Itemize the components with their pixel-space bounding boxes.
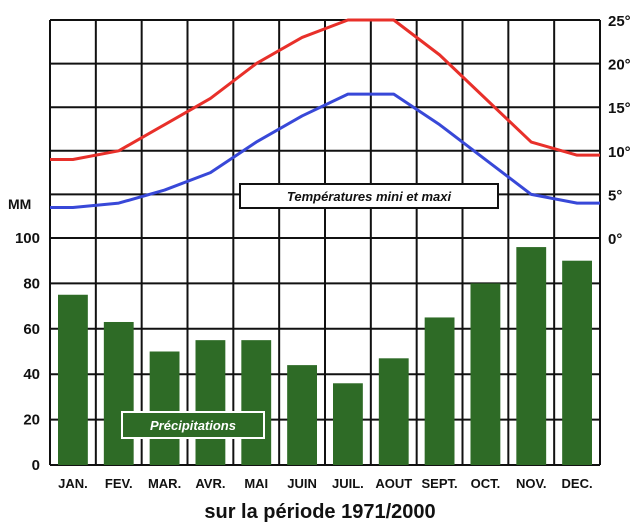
precipitation-axis: 0 20 40 60 80 100 — [15, 230, 40, 474]
temperature-tick-label: 10° — [608, 144, 631, 161]
month-label: SEPT. — [422, 476, 458, 491]
month-label: JAN. — [58, 476, 88, 491]
precipitation-bar-9 — [424, 317, 455, 465]
temperature-axis: 0° 5° 10° 15° 20° 25° — [608, 13, 631, 248]
precipitation-tick-label: 80 — [23, 275, 40, 292]
temperature-tick-label: 15° — [608, 100, 631, 117]
month-label: DEC. — [562, 476, 593, 491]
month-label: MAR. — [148, 476, 181, 491]
temperature-legend-box: Températures mini et maxi — [239, 183, 499, 209]
temperature-legend-label: Températures mini et maxi — [287, 189, 452, 204]
precipitation-tick-label: 100 — [15, 230, 40, 247]
precipitation-bar-11 — [516, 247, 547, 465]
temperature-lines — [50, 18, 600, 209]
precipitation-bar-3 — [149, 351, 180, 465]
precipitation-bar-5 — [241, 340, 272, 465]
chart-footer-period: sur la période 1971/2000 — [204, 501, 435, 523]
temperature-tick-label: 20° — [608, 57, 631, 74]
month-label: JUIL. — [332, 476, 364, 491]
month-label: FEV. — [105, 476, 133, 491]
precipitation-bars — [58, 247, 592, 465]
precipitation-bar-4 — [195, 340, 226, 465]
precipitation-tick-label: 20 — [23, 412, 40, 429]
temperature-max-line — [50, 18, 600, 162]
precipitation-bar-2 — [103, 321, 134, 465]
month-label: OCT. — [471, 476, 501, 491]
month-label: AOUT — [375, 476, 412, 491]
month-label: MAI — [244, 476, 268, 491]
precipitation-legend-box: Précipitations — [121, 411, 265, 439]
precipitation-bar-1 — [58, 294, 88, 465]
precipitation-tick-label: 60 — [23, 321, 40, 338]
precipitation-tick-label: 40 — [23, 366, 40, 383]
temperature-min-line — [50, 92, 600, 209]
precipitation-tick-label: 0 — [32, 457, 40, 474]
temperature-tick-label: 5° — [608, 187, 622, 204]
precipitation-bar-8 — [378, 358, 409, 465]
precipitation-unit-label: MM — [8, 196, 31, 212]
precipitation-bar-12 — [562, 260, 592, 465]
month-label: JUIN — [287, 476, 317, 491]
precipitation-bar-10 — [470, 283, 501, 465]
month-axis: JAN. FEV. MAR. AVR. MAI JUIN JUIL. AOUT SEPT. OCT… — [58, 476, 593, 491]
precipitation-bar-7 — [333, 383, 363, 465]
month-label: AVR. — [195, 476, 225, 491]
month-label: NOV. — [516, 476, 547, 491]
temperature-tick-label: 25° — [608, 13, 631, 30]
temperature-tick-label: 0° — [608, 231, 622, 248]
precipitation-bar-6 — [287, 365, 317, 465]
precipitation-legend-label: Précipitations — [150, 418, 236, 433]
